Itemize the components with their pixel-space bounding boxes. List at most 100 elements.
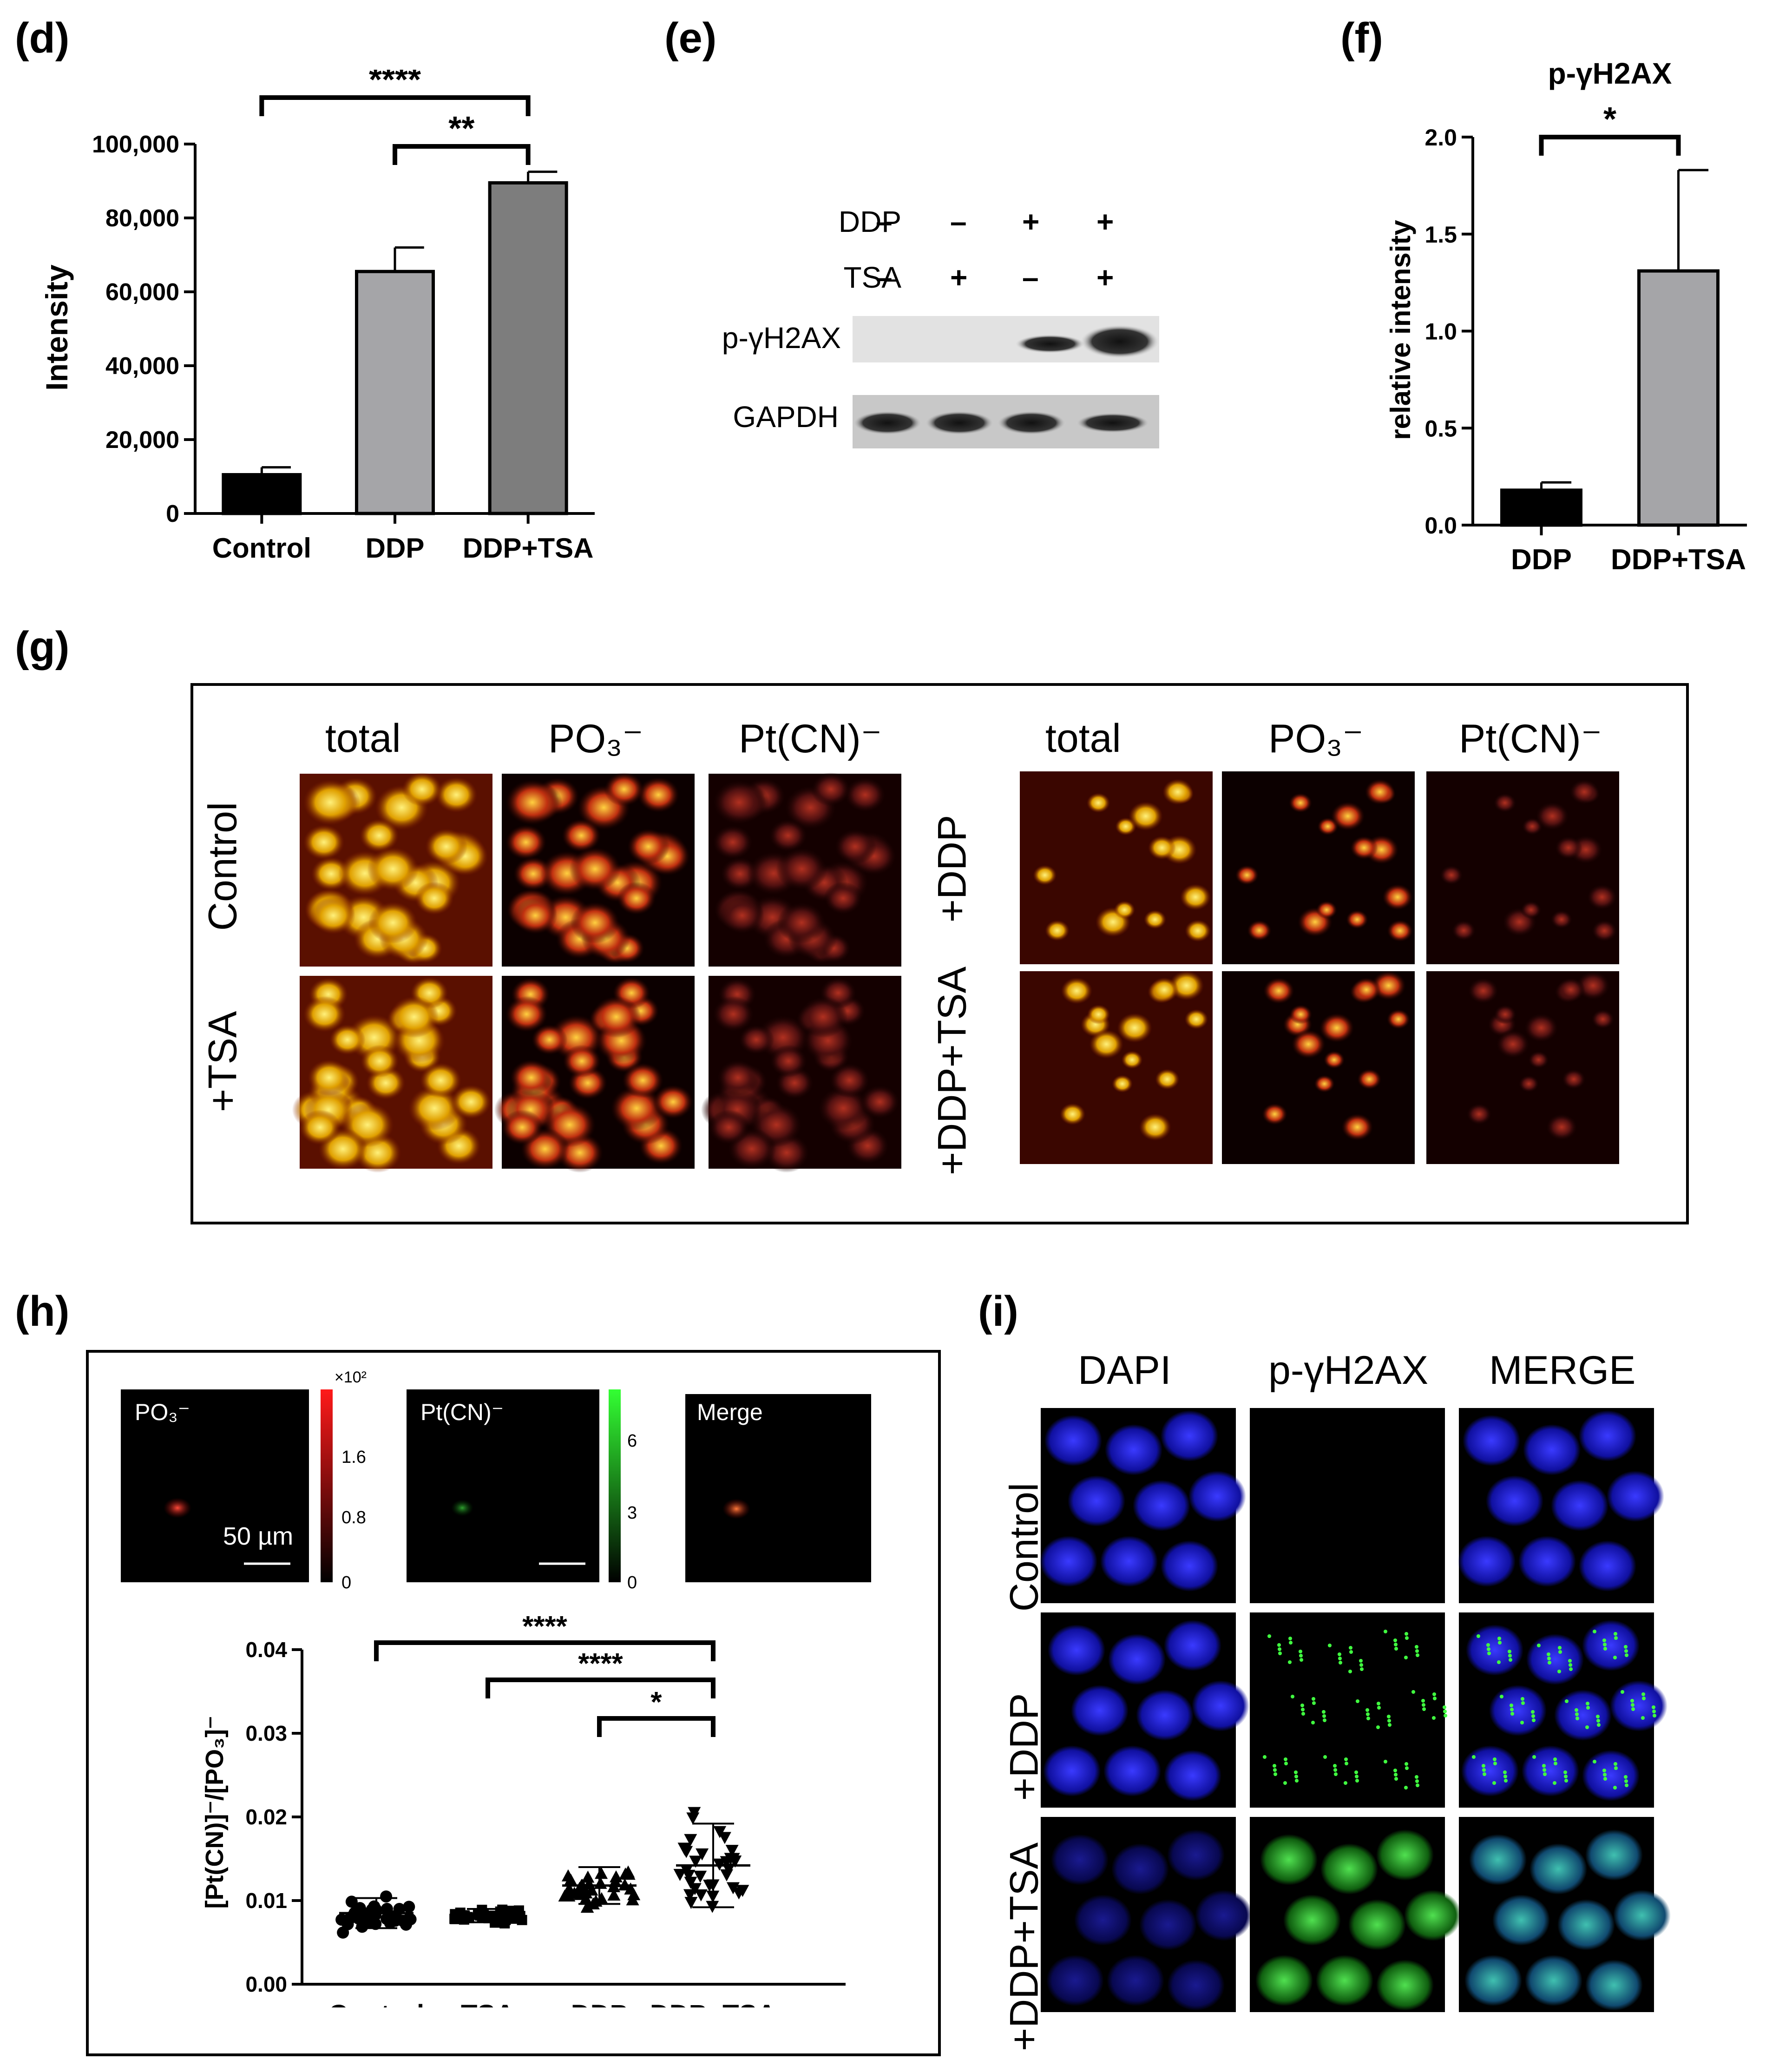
cell (1386, 1009, 1411, 1029)
foci (1288, 1660, 1292, 1664)
chart-h: 0.00 0.01 0.02 0.03 0.04 [Pt(CN)]⁻/[PO₃]⁻ Cont… (201, 1611, 846, 2007)
foci (1624, 1779, 1628, 1783)
nucleus (1579, 1540, 1636, 1592)
blot-sign: + (950, 261, 968, 294)
cell (402, 772, 442, 807)
cell (1044, 920, 1070, 941)
data-point (337, 1926, 349, 1939)
i-col-label: DAPI (1078, 1348, 1171, 1393)
nucleus (1523, 1424, 1581, 1475)
cell (1518, 1075, 1540, 1093)
cell (1451, 920, 1476, 941)
foci (1312, 1697, 1315, 1701)
foci (1300, 1658, 1303, 1662)
i-col-label: p-γH2AX (1268, 1348, 1429, 1393)
nucleus (1255, 1955, 1313, 2006)
foci (1624, 1775, 1628, 1779)
foci (1416, 1653, 1419, 1657)
nucleus (1068, 1475, 1125, 1526)
nucleus (1108, 1634, 1166, 1685)
data-point (684, 1876, 697, 1889)
nucleus (1404, 1890, 1462, 1941)
foci (1492, 1781, 1496, 1785)
imaging-g: total PO₃⁻ Pt(CN)⁻ total PO₃⁻ Pt(CN)⁻ Co… (190, 683, 1689, 1224)
data-point (686, 1812, 700, 1825)
y-tick-label: 60,000 (105, 279, 179, 306)
foci (1289, 1641, 1293, 1645)
blot-sign: – (876, 261, 893, 294)
cell (1061, 977, 1093, 1004)
imaging-i: DAPI p-γH2AX MERGE Control +DDP +DDP+TSA (978, 1348, 1675, 2054)
data-point (682, 1869, 696, 1882)
data-point (609, 1875, 622, 1888)
foci (1510, 1708, 1514, 1711)
fluorescence-tile (1250, 1408, 1445, 1603)
nucleus (1582, 1620, 1640, 1671)
foci (1365, 1708, 1369, 1712)
foci (1284, 1757, 1287, 1761)
foci (1575, 1717, 1579, 1720)
cell (1121, 1051, 1143, 1069)
foci (1405, 1632, 1408, 1636)
foci (1509, 1658, 1512, 1662)
nucleus (1100, 1536, 1158, 1587)
cell (708, 1109, 750, 1145)
foci (1575, 1712, 1579, 1716)
foci (1415, 1779, 1419, 1783)
data-point (459, 1914, 469, 1925)
foci (1483, 1772, 1486, 1776)
foci (1603, 1647, 1607, 1651)
panel-label-f: (f) (1340, 14, 1383, 62)
chart-title: p-γH2AX (1548, 57, 1672, 90)
cell (1496, 1029, 1530, 1059)
foci (1625, 1783, 1628, 1787)
cell (1288, 793, 1313, 813)
foci (1548, 1661, 1551, 1665)
cell (1263, 977, 1295, 1004)
nucleus (1376, 1829, 1434, 1881)
cell (329, 1024, 366, 1055)
g-col-label: Pt(CN)⁻ (1459, 717, 1602, 761)
cell (513, 896, 558, 934)
foci (1596, 1715, 1600, 1718)
nucleus (1316, 1955, 1373, 2006)
g-image-grid (292, 771, 1619, 1173)
cell (561, 818, 601, 853)
foci (1360, 1667, 1364, 1671)
foci (1394, 1773, 1398, 1776)
h-red-scale-label: 0 (341, 1573, 352, 1592)
foci (1641, 1692, 1645, 1696)
imaging-g-frame (190, 683, 1689, 1224)
g-col-label: PO₃⁻ (548, 717, 643, 761)
foci (1273, 1772, 1277, 1776)
foci (1603, 1773, 1607, 1776)
foci (1510, 1704, 1513, 1707)
cell (1352, 977, 1381, 1002)
foci (1344, 1781, 1347, 1785)
data-point (689, 1855, 702, 1868)
bar (355, 270, 435, 515)
nucleus (1103, 1745, 1161, 1796)
data-point (696, 1848, 709, 1861)
nucleus (1613, 1890, 1671, 1941)
x-tick-label: DDP (571, 2000, 628, 2007)
cell (1112, 1075, 1133, 1093)
y-tick-label: 0.0 (1424, 513, 1457, 539)
cell (1235, 865, 1259, 885)
cell (1180, 884, 1211, 910)
foci (1510, 1712, 1514, 1716)
foci (1394, 1777, 1398, 1781)
foci (1333, 1768, 1337, 1772)
y-axis-label: relative intensity (1385, 220, 1416, 440)
foci (1593, 1630, 1596, 1633)
foci (1624, 1649, 1628, 1653)
foci (1585, 1725, 1589, 1729)
foci (1432, 1716, 1436, 1720)
cell (1291, 1029, 1326, 1059)
foci (1355, 1775, 1359, 1778)
data-point (622, 1865, 635, 1878)
foci (1273, 1764, 1276, 1768)
x-tick-label: DDP+TSA (650, 2000, 776, 2007)
foci (1547, 1657, 1551, 1660)
cell (359, 818, 399, 853)
